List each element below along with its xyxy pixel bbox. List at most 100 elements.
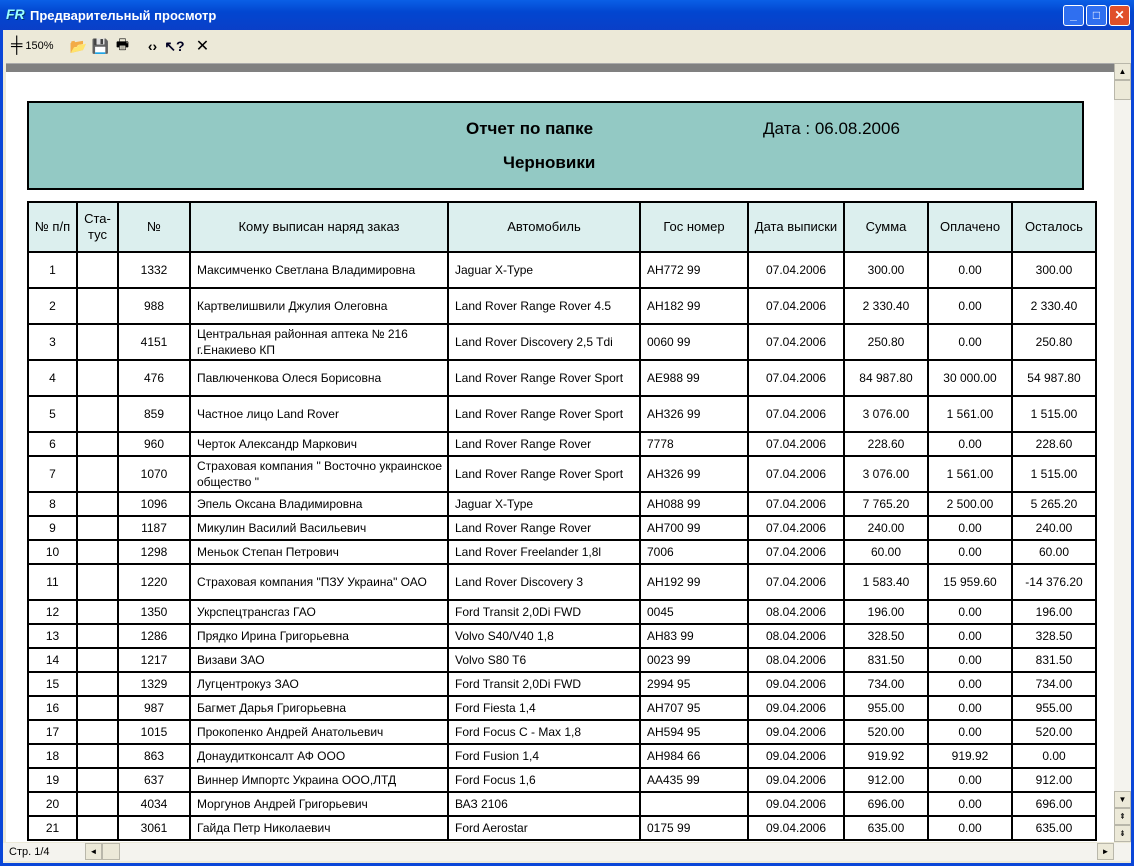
table-cell: 10 — [27, 539, 78, 565]
table-cell: 07.04.2006 — [747, 431, 845, 457]
toolbar: ╪ 150% 📂 💾 🖶 ‹› ↖? ✕ — [3, 30, 1131, 62]
table-cell: 14 — [27, 647, 78, 673]
table-cell: 863 — [117, 743, 191, 769]
page-down-button[interactable]: ⇟ — [1114, 825, 1131, 842]
table-cell: 09.04.2006 — [747, 671, 845, 697]
table-cell: Лугцентрокуз ЗАО — [189, 671, 449, 697]
table-cell: 637 — [117, 767, 191, 793]
table-cell: 960 — [117, 431, 191, 457]
table-cell: 20 — [27, 791, 78, 817]
table-cell: АН182 99 — [639, 287, 749, 325]
table-cell: АН088 99 — [639, 491, 749, 517]
table-cell: Прокопенко Андрей Анатольевич — [189, 719, 449, 745]
table-cell: 7 765.20 — [843, 491, 929, 517]
table-cell: 60.00 — [1011, 539, 1097, 565]
table-cell — [76, 323, 119, 361]
table-cell: 1 515.00 — [1011, 455, 1097, 493]
close-window-button[interactable]: ✕ — [1109, 5, 1130, 26]
help-button[interactable]: ↖? — [163, 35, 185, 57]
table-cell: 988 — [117, 287, 191, 325]
table-cell — [76, 743, 119, 769]
table-cell: 1187 — [117, 515, 191, 541]
column-header: Кому выписан наряд заказ — [189, 201, 449, 253]
zoom-level: 150% — [25, 40, 54, 52]
scroll-down-button[interactable]: ▼ — [1114, 791, 1131, 808]
save-button[interactable]: 💾 — [89, 35, 111, 57]
table-cell: 0.00 — [927, 515, 1013, 541]
table-cell: Частное лицо Land Rover — [189, 395, 449, 433]
table-cell: 3 076.00 — [843, 455, 929, 493]
open-icon: 📂 — [69, 37, 88, 54]
table-cell: 0175 99 — [639, 815, 749, 841]
page-up-button[interactable]: ⇞ — [1114, 808, 1131, 825]
table-cell — [76, 539, 119, 565]
table-cell: 2994 95 — [639, 671, 749, 697]
table-cell: 0.00 — [927, 767, 1013, 793]
table-cell: Черток Александр Маркович — [189, 431, 449, 457]
table-cell: АН984 66 — [639, 743, 749, 769]
open-button[interactable]: 📂 — [67, 35, 89, 57]
table-row: 20 4034 Моргунов Андрей Григорьевич ВАЗ 210… — [27, 791, 1097, 817]
table-cell: 520.00 — [1011, 719, 1097, 745]
table-cell: Страховая компания "ПЗУ Украина" ОАО — [189, 563, 449, 601]
table-cell: 328.50 — [1011, 623, 1097, 649]
report-title: Отчет по папке — [466, 119, 594, 138]
scroll-right-button[interactable]: ► — [1097, 843, 1114, 860]
table-cell: 1 561.00 — [927, 455, 1013, 493]
table-cell: АН707 95 — [639, 695, 749, 721]
horizontal-scroll-thumb[interactable] — [102, 843, 120, 860]
table-cell: 15 959.60 — [927, 563, 1013, 601]
table-cell: 21 — [27, 815, 78, 841]
column-header: Гос номер — [639, 201, 749, 253]
table-cell — [76, 815, 119, 841]
column-header: Оплачено — [927, 201, 1013, 253]
table-cell: 11 — [27, 563, 78, 601]
table-cell: 734.00 — [843, 671, 929, 697]
table-cell: 831.50 — [1011, 647, 1097, 673]
table-cell — [76, 623, 119, 649]
table-cell: 07.04.2006 — [747, 563, 845, 601]
table-cell: АН700 99 — [639, 515, 749, 541]
column-header: Осталось — [1011, 201, 1097, 253]
table-cell: 17 — [27, 719, 78, 745]
table-cell: 07.04.2006 — [747, 395, 845, 433]
find-icon: ‹› — [147, 38, 158, 54]
table-cell: Land Rover Range Rover — [447, 515, 641, 541]
table-cell: Land Rover Range Rover Sport — [447, 455, 641, 493]
print-icon: 🖶 — [115, 36, 130, 52]
table-cell: 07.04.2006 — [747, 539, 845, 565]
table-cell: 300.00 — [843, 251, 929, 289]
table-cell — [76, 695, 119, 721]
table-cell: Меньок Степан Петрович — [189, 539, 449, 565]
table-cell: 635.00 — [843, 815, 929, 841]
table-cell: АН83 99 — [639, 623, 749, 649]
vertical-scroll-thumb[interactable] — [1114, 80, 1131, 100]
table-cell: 07.04.2006 — [747, 287, 845, 325]
print-button[interactable]: 🖶 — [111, 35, 133, 57]
table-cell: 09.04.2006 — [747, 791, 845, 817]
maximize-button[interactable]: □ — [1086, 5, 1107, 26]
table-row: 17 1015 Прокопенко Андрей Анатольевич Ford … — [27, 719, 1097, 745]
minimize-button[interactable]: _ — [1063, 5, 1084, 26]
table-cell: Land Rover Discovery 3 — [447, 563, 641, 601]
vertical-scrollbar[interactable]: ▲ ▼ ⇞ ⇟ — [1114, 63, 1131, 842]
table-cell: Land Rover Range Rover 4.5 — [447, 287, 641, 325]
table-cell: Volvo S80 T6 — [447, 647, 641, 673]
find-button[interactable]: ‹› — [141, 35, 163, 57]
table-cell: 2 330.40 — [843, 287, 929, 325]
column-header: № п/п — [27, 201, 78, 253]
report-page: Отчет по папке Дата : 06.08.2006 Чернови… — [6, 72, 1114, 842]
table-cell: 60.00 — [843, 539, 929, 565]
scroll-up-button[interactable]: ▲ — [1114, 63, 1131, 80]
table-cell — [76, 599, 119, 625]
table-cell: 1220 — [117, 563, 191, 601]
table-cell: Багмет Дарья Григорьевна — [189, 695, 449, 721]
scroll-left-button[interactable]: ◄ — [85, 843, 102, 860]
table-cell: 228.60 — [843, 431, 929, 457]
table-cell: АА435 99 — [639, 767, 749, 793]
zoom-button[interactable]: ╪ 150% — [11, 35, 53, 57]
close-preview-button[interactable]: ✕ — [191, 35, 213, 57]
table-row: 9 1187 Микулин Василий Васильевич Land Rove… — [27, 515, 1097, 541]
table-cell: 476 — [117, 359, 191, 397]
table-cell: 1015 — [117, 719, 191, 745]
